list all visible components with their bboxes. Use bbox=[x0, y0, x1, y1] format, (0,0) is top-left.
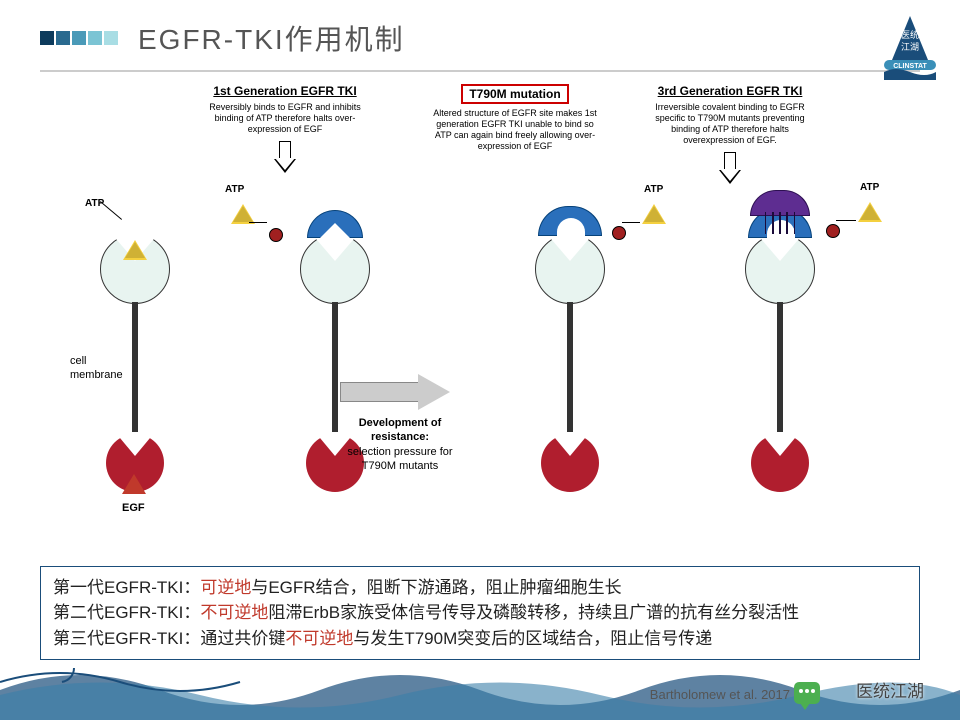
atp-label: ATP bbox=[860, 182, 879, 193]
brand-logo: 医统 江湖 CLINSTAT bbox=[880, 12, 940, 82]
header-rule bbox=[40, 70, 920, 72]
egf-ligand-icon bbox=[122, 474, 146, 494]
receptor-2: ATP bbox=[510, 234, 630, 514]
down-arrow-icon bbox=[719, 152, 741, 182]
covalent-bonds-icon bbox=[750, 212, 810, 234]
gen3-line: 第三代EGFR-TKI：通过共价键不可逆地与发生T790M突变后的区域结合，阻止… bbox=[53, 626, 907, 652]
atp-icon bbox=[231, 204, 255, 224]
atp-dot-icon bbox=[612, 226, 626, 240]
atp-label: ATP bbox=[225, 184, 244, 195]
receptor-0: ATP bbox=[75, 234, 195, 514]
column-header-0: 1st Generation EGFR TKIReversibly binds … bbox=[195, 84, 375, 171]
resistance-arrow-icon bbox=[340, 374, 450, 410]
atp-dot-icon bbox=[269, 228, 283, 242]
receptor-3: ATP bbox=[720, 234, 840, 514]
gen2-line: 第二代EGFR-TKI：不可逆地阻滞ErbB家族受体信号传导及磷酸转移，持续且广… bbox=[53, 600, 907, 626]
tki-gen1-icon bbox=[307, 210, 363, 238]
wechat-icon bbox=[794, 682, 820, 704]
slide-header: EGFR-TKI作用机制 bbox=[0, 0, 960, 66]
svg-text:CLINSTAT: CLINSTAT bbox=[893, 63, 927, 70]
slide-title: EGFR-TKI作用机制 bbox=[138, 18, 405, 58]
resistance-caption: Development of resistance: selection pre… bbox=[330, 416, 470, 473]
atp-icon bbox=[642, 204, 666, 224]
t790m-mutation-icon bbox=[538, 206, 602, 236]
down-arrow-icon bbox=[274, 141, 296, 171]
generation-summary-box: 第一代EGFR-TKI：可逆地与EGFR结合，阻断下游通路，阻止肿瘤细胞生长 第… bbox=[40, 566, 920, 661]
watermark-text: 医统江湖 bbox=[856, 677, 924, 702]
resistance-desc: selection pressure for T790M mutants bbox=[347, 446, 452, 472]
egf-label: EGF bbox=[122, 502, 145, 514]
atp-icon bbox=[123, 240, 147, 260]
column-header-2: 3rd Generation EGFR TKIIrreversible cova… bbox=[640, 84, 820, 182]
svg-text:江湖: 江湖 bbox=[901, 42, 919, 52]
resistance-title: Development of resistance: bbox=[359, 417, 442, 443]
atp-icon bbox=[858, 202, 882, 222]
atp-label: ATP bbox=[644, 184, 663, 195]
header-squares bbox=[40, 31, 118, 45]
svg-text:医统: 医统 bbox=[901, 29, 919, 40]
mechanism-diagram: cellmembrane ATP ATP ATP bbox=[70, 84, 890, 534]
column-header-1: T790M mutationAltered structure of EGFR … bbox=[425, 84, 605, 152]
citation-text: Bartholomew et al. 2017 bbox=[650, 687, 790, 702]
gen1-line: 第一代EGFR-TKI：可逆地与EGFR结合，阻断下游通路，阻止肿瘤细胞生长 bbox=[53, 575, 907, 601]
atp-dot-icon bbox=[826, 224, 840, 238]
